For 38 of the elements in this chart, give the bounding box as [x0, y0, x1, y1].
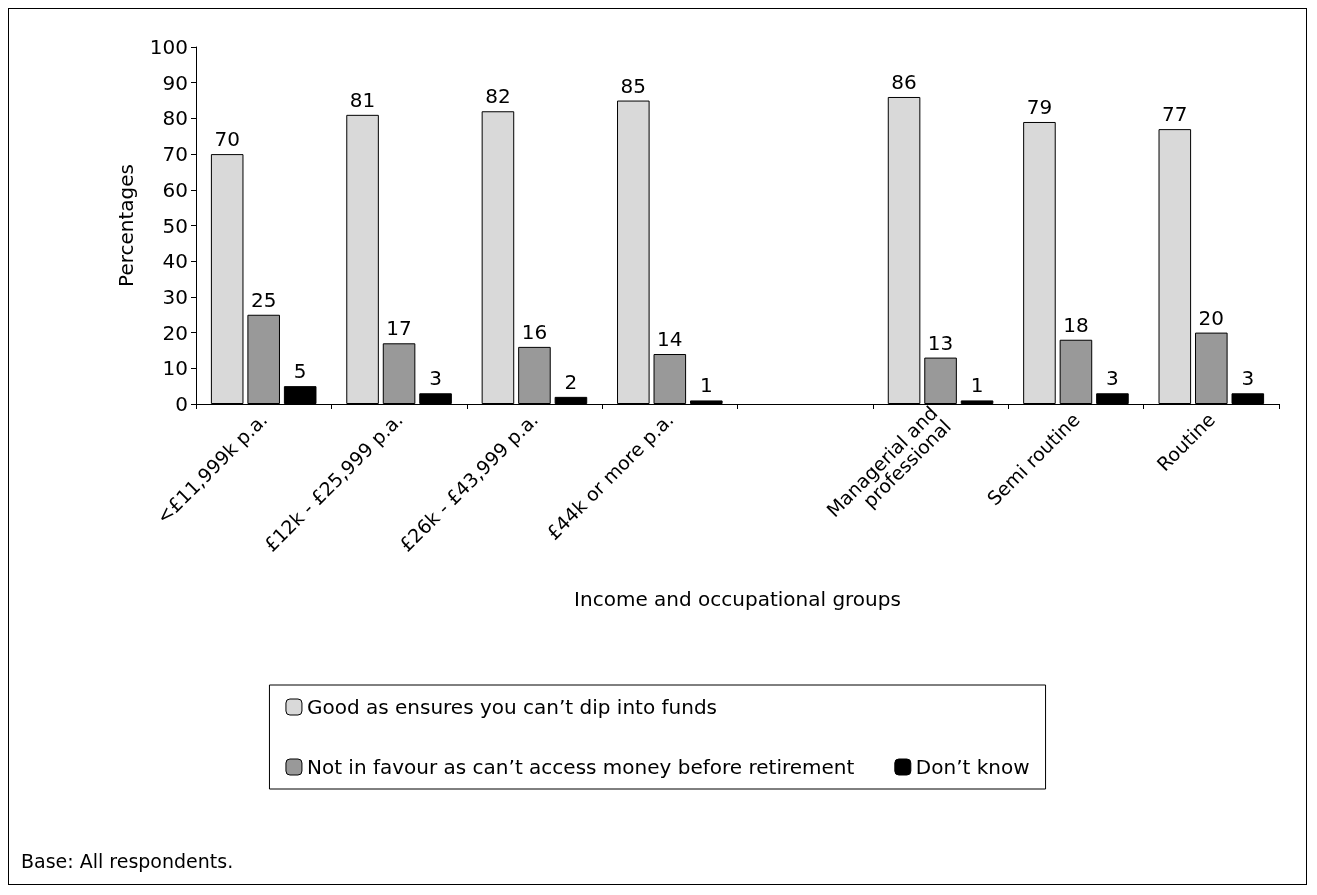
data-label: 17 [386, 316, 412, 341]
y-tick-label: 20 [162, 320, 188, 345]
data-label: 3 [429, 366, 442, 391]
y-tick-label: 70 [162, 142, 188, 167]
data-label: 1 [699, 373, 713, 398]
y-tick-label: 90 [162, 70, 188, 95]
data-label: 3 [1241, 366, 1255, 391]
data-label: 81 [349, 87, 376, 112]
data-label: 20 [1198, 305, 1225, 330]
y-tick-label: 50 [162, 213, 188, 238]
legend-label: Don’t know [915, 755, 1030, 779]
data-label: 77 [1162, 102, 1188, 127]
data-label: 5 [293, 359, 307, 384]
data-label: 86 [891, 69, 917, 94]
data-label: 14 [657, 327, 683, 352]
data-label: 3 [1106, 366, 1119, 391]
data-label: 79 [1026, 94, 1053, 119]
legend-label: Not in favour as can’t access money before retirement [306, 755, 855, 779]
data-label: 82 [485, 84, 511, 109]
legend-label: Good as ensures you can’t dip into funds [306, 695, 718, 719]
data-label: 16 [521, 319, 548, 344]
text: Base: All respondents. [21, 849, 234, 872]
data-label: 1 [970, 373, 984, 398]
data-label: 13 [927, 330, 954, 355]
data-label: 18 [1063, 312, 1089, 337]
y-tick-label: 80 [162, 106, 188, 131]
x-axis-title: Income and occupational groups [574, 587, 901, 611]
y-axis-title: Percentages [114, 164, 138, 287]
y-tick-label: 10 [162, 356, 188, 381]
data-label: 25 [250, 287, 277, 312]
data-label: 70 [214, 127, 240, 152]
data-label: 2 [564, 369, 578, 394]
y-tick-label: 60 [162, 177, 188, 202]
y-tick-label: 40 [162, 249, 188, 274]
y-tick-label: 100 [149, 35, 188, 59]
y-tick-label: 30 [162, 284, 188, 309]
y-tick-label: 0 [175, 392, 188, 416]
data-label: 85 [620, 73, 647, 98]
